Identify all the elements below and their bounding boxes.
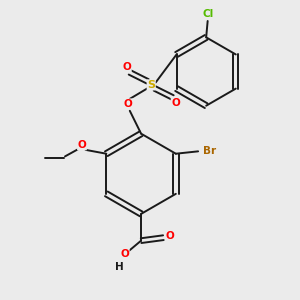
Text: O: O (78, 140, 86, 150)
Text: H: H (115, 262, 124, 272)
Text: Br: Br (203, 146, 216, 156)
Text: O: O (124, 99, 133, 109)
Text: Cl: Cl (203, 9, 214, 19)
Text: O: O (166, 231, 174, 241)
Text: O: O (171, 98, 180, 108)
Text: O: O (122, 62, 131, 72)
Text: S: S (147, 80, 155, 90)
Text: O: O (120, 249, 129, 259)
